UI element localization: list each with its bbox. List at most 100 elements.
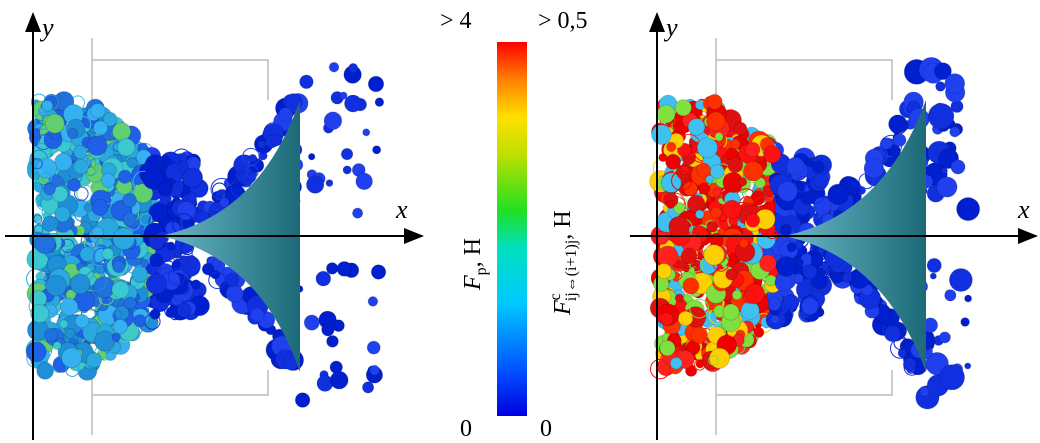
particles: [649, 56, 981, 410]
particle: [116, 137, 136, 157]
particle: [305, 175, 325, 194]
particle: [759, 254, 777, 273]
particle: [938, 331, 951, 344]
particle: [328, 61, 340, 73]
symbol: F: [460, 275, 486, 291]
particle: [83, 202, 94, 213]
particle: [786, 242, 797, 253]
axis-label: x: [1017, 195, 1030, 224]
particle: [325, 262, 339, 275]
symbol: F: [550, 300, 576, 316]
particle: [674, 99, 692, 117]
particle: [41, 171, 53, 183]
particle: [74, 186, 89, 202]
particle: [656, 104, 676, 124]
particle: [117, 169, 133, 184]
particle: [181, 167, 203, 189]
particle: [753, 326, 765, 338]
particle: [85, 352, 103, 369]
particle: [656, 245, 679, 268]
particle: [33, 224, 44, 235]
colorbar-title: Fp, H: [460, 238, 490, 291]
particle: [794, 175, 813, 194]
particle: [52, 341, 62, 351]
particle: [367, 75, 385, 93]
particle: [210, 269, 221, 280]
particle: [948, 267, 973, 292]
particle: [888, 144, 901, 157]
particle: [811, 272, 829, 290]
particle: [725, 268, 738, 281]
particle: [708, 355, 719, 366]
particle: [54, 206, 71, 223]
particle: [86, 135, 108, 157]
particle: [800, 297, 819, 316]
particle: [374, 97, 385, 107]
subscript: ij⇔(i+1)j: [563, 240, 580, 301]
particle: [742, 290, 757, 304]
particle: [142, 167, 165, 190]
particle: [690, 326, 709, 344]
particle: [111, 280, 130, 299]
particle: [944, 73, 966, 94]
particle: [41, 99, 54, 112]
particle: [694, 209, 705, 220]
particle: [927, 102, 955, 130]
particle: [145, 273, 168, 295]
particle: [802, 264, 818, 280]
particle: [737, 177, 748, 187]
particle: [710, 206, 722, 219]
colorbar: [497, 42, 527, 416]
particle: [242, 147, 260, 166]
particle: [178, 254, 189, 266]
particle: [36, 361, 55, 380]
particle: [112, 260, 126, 274]
particle: [689, 258, 704, 273]
particle: [69, 273, 91, 295]
particle: [167, 267, 186, 286]
particle: [738, 238, 749, 249]
particle: [655, 231, 669, 245]
particle: [956, 197, 981, 222]
particle: [369, 364, 380, 376]
particle: [122, 212, 138, 227]
particle: [30, 303, 50, 324]
particle: [270, 134, 283, 147]
particle: [245, 165, 259, 179]
particle: [111, 332, 121, 342]
particle: [303, 314, 320, 331]
particle: [686, 194, 706, 214]
particle: [315, 270, 332, 287]
particle: [793, 273, 804, 284]
particle: [122, 193, 137, 208]
particle: [729, 138, 741, 150]
particle: [340, 147, 354, 161]
colorbar-title: Fcij⇔(i+1)j, H: [547, 210, 580, 316]
particle: [45, 274, 67, 297]
particle: [102, 111, 118, 127]
particle: [31, 169, 44, 182]
particle: [786, 156, 805, 176]
particle: [44, 113, 65, 134]
particle: [149, 252, 164, 268]
particle: [706, 220, 719, 233]
particle: [680, 247, 698, 265]
particle: [705, 111, 726, 132]
particle: [149, 308, 161, 320]
colorbar-label: > 0,5: [538, 8, 588, 34]
particle: [777, 180, 799, 202]
particle: [658, 152, 668, 163]
particle: [332, 319, 345, 333]
particle: [176, 302, 192, 318]
particle: [938, 364, 966, 391]
particle: [257, 139, 267, 149]
axis-label: x: [395, 195, 408, 224]
particle: [764, 274, 777, 287]
axis-label: y: [663, 13, 678, 42]
particle: [201, 262, 215, 276]
particle: [665, 199, 676, 209]
particle: [775, 255, 797, 277]
particle: [929, 272, 937, 280]
particle: [139, 258, 150, 268]
particle: [171, 148, 192, 168]
